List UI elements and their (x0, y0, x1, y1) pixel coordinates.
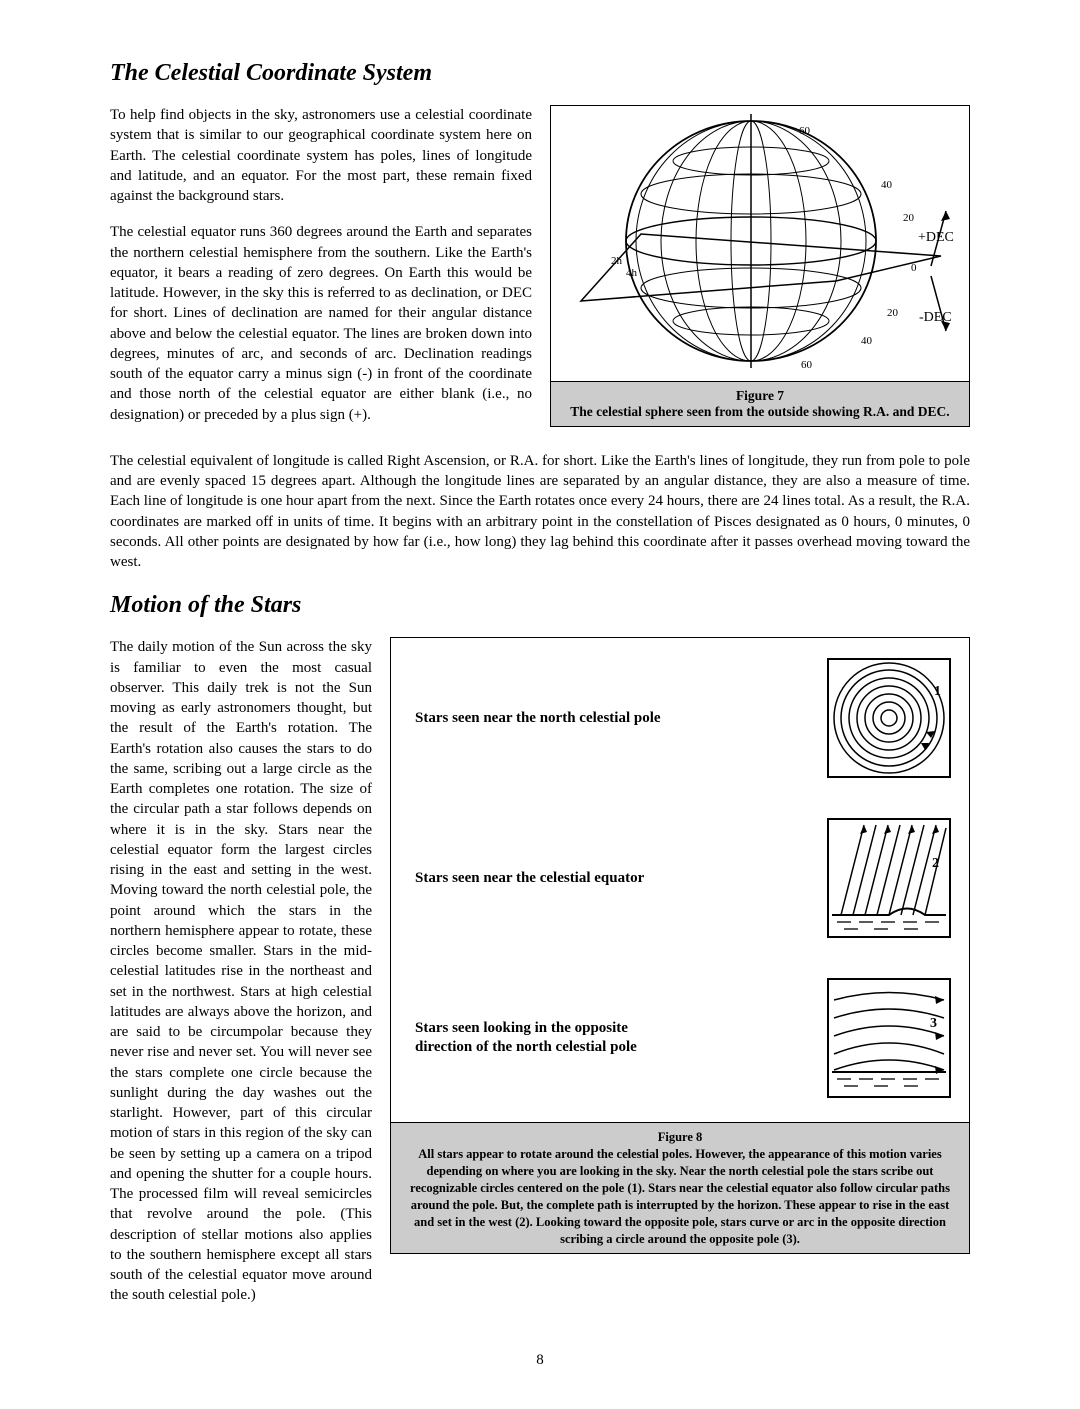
svg-text:60: 60 (799, 125, 811, 137)
section-motion-stars: The daily motion of the Sun across the s… (110, 637, 970, 1321)
fig8-num-1: 1 (934, 684, 941, 700)
svg-text:+DEC: +DEC (918, 230, 954, 245)
motion-text-column: The daily motion of the Sun across the s… (110, 637, 372, 1321)
svg-text:4h: 4h (626, 267, 638, 279)
para-declination: The celestial equator runs 360 degrees a… (110, 222, 532, 425)
figure-7-text: The celestial sphere seen from the outsi… (559, 404, 961, 420)
celestial-text-column: To help find objects in the sky, astrono… (110, 105, 532, 441)
svg-text:40: 40 (881, 179, 893, 191)
para-motion: The daily motion of the Sun across the s… (110, 637, 372, 1305)
figure-8-text: All stars appear to rotate around the ce… (403, 1146, 957, 1247)
fig8-num-3: 3 (930, 1016, 937, 1032)
svg-text:20: 20 (887, 307, 899, 319)
heading-celestial-coords: The Celestial Coordinate System (110, 60, 970, 87)
fig8-label-2: Stars seen near the celestial equator (415, 869, 685, 889)
fig8-label-1: Stars seen near the north celestial pole (415, 709, 685, 729)
celestial-sphere-diagram: 60 40 20 0 20 40 60 2h 4h +DEC -DEC (551, 106, 969, 381)
figure-8-label: Figure 8 (403, 1129, 957, 1146)
figure-8-caption: Figure 8 All stars appear to rotate arou… (391, 1122, 969, 1253)
figure-8-row-3: Stars seen looking in the opposite direc… (415, 978, 951, 1098)
figure-8-row-1: Stars seen near the north celestial pole (415, 658, 951, 778)
svg-text:40: 40 (861, 335, 873, 347)
fig8-num-2: 2 (932, 856, 939, 872)
svg-text:2h: 2h (611, 255, 623, 267)
fig8-diagram-3: 3 (827, 978, 951, 1098)
svg-text:-DEC: -DEC (919, 310, 952, 325)
heading-motion-stars: Motion of the Stars (110, 592, 970, 619)
figure-7-caption: Figure 7 The celestial sphere seen from … (551, 381, 969, 426)
figure-8-box: Stars seen near the north celestial pole (390, 637, 970, 1254)
figure-7-label: Figure 7 (559, 388, 961, 404)
fig8-label-3: Stars seen looking in the opposite direc… (415, 1019, 685, 1058)
svg-text:20: 20 (903, 212, 915, 224)
figure-8-row-2: Stars seen near the celestial equator (415, 818, 951, 938)
svg-text:0: 0 (911, 262, 917, 274)
page-number: 8 (110, 1352, 970, 1369)
para-intro: To help find objects in the sky, astrono… (110, 105, 532, 206)
section-celestial-coords: To help find objects in the sky, astrono… (110, 105, 970, 441)
svg-text:60: 60 (801, 359, 813, 371)
figure-8-content: Stars seen near the north celestial pole (391, 638, 969, 1122)
figure-7-box: 60 40 20 0 20 40 60 2h 4h +DEC -DEC (550, 105, 970, 427)
para-right-ascension: The celestial equivalent of longitude is… (110, 451, 970, 573)
fig8-diagram-1: 1 (827, 658, 951, 778)
fig8-diagram-2: 2 (827, 818, 951, 938)
figure-7-container: 60 40 20 0 20 40 60 2h 4h +DEC -DEC (550, 105, 970, 427)
